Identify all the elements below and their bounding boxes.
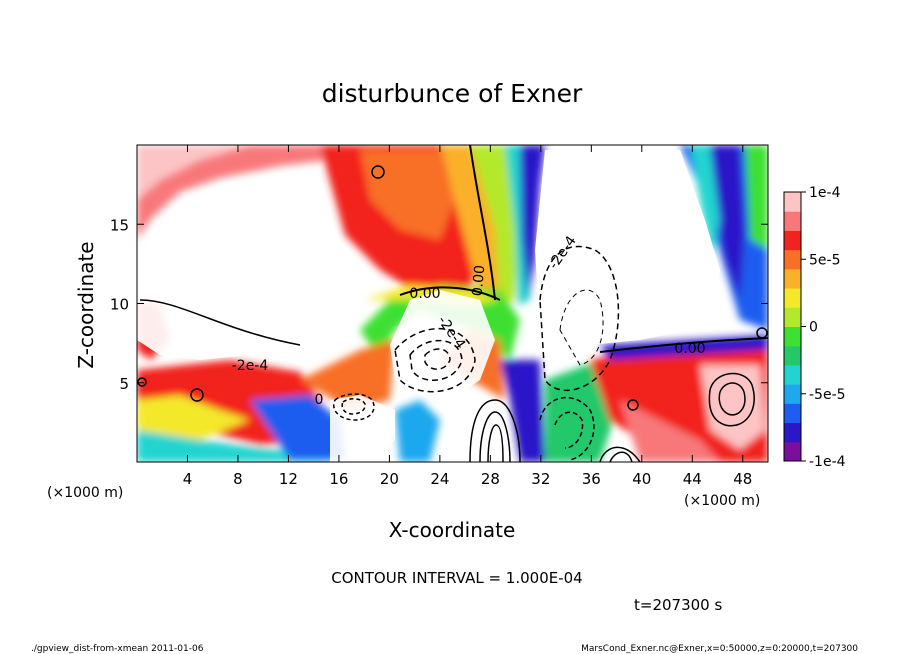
field-neutral-left <box>137 205 360 360</box>
colorbar-tick-label: 5e-5 <box>809 252 840 268</box>
colorbar-swatch <box>784 230 801 251</box>
chart-title: disturbunce of Exner <box>322 79 583 108</box>
colorbar-swatch <box>784 364 801 385</box>
x-unit-label-right: (×1000 m) <box>684 493 760 509</box>
field-neutral-right <box>535 150 720 360</box>
colorbar-tick-label: -5e-5 <box>809 387 846 403</box>
colorbar-swatch <box>784 268 801 289</box>
colorbar-swatch <box>784 288 801 308</box>
y-tick-label: 15 <box>110 216 129 234</box>
colorbar-tick-label: -1e-4 <box>809 454 846 470</box>
x-tick-label: 24 <box>430 470 449 488</box>
colorbar-swatch <box>784 384 801 404</box>
y-tick-label: 10 <box>110 296 129 314</box>
field-neutral-hump <box>390 290 495 400</box>
x-tick-label: 12 <box>279 470 298 488</box>
contour-label: -2e-4 <box>232 358 269 374</box>
colorbar: 1e-4 5e-5 0 -5e-5 -1e-4 <box>783 185 846 470</box>
x-tick-label: 36 <box>582 470 601 488</box>
colorbar-swatch <box>784 307 801 327</box>
x-tick-label: 28 <box>481 470 500 488</box>
footer-left: ./gpview_dist-from-xmean 2011-01-06 <box>31 644 204 654</box>
contour-label: 0.00 <box>674 341 705 357</box>
colorbar-swatch <box>784 192 801 212</box>
contour-label: 0.00 <box>409 286 440 302</box>
contour-interval: CONTOUR INTERVAL = 1.000E-04 <box>331 569 582 587</box>
y-tick-label: 5 <box>119 375 129 393</box>
contour-label: 0 <box>315 392 324 408</box>
colorbar-swatch <box>784 345 801 366</box>
x-tick-label: 40 <box>632 470 651 488</box>
colorbar-swatch <box>784 249 801 270</box>
contour-label: 0.00 <box>470 264 489 296</box>
colorbar-swatch <box>784 326 801 347</box>
colorbar-swatch <box>784 403 801 424</box>
x-tick-label: 48 <box>733 470 752 488</box>
field-colors <box>137 145 768 462</box>
x-unit-label-left: (×1000 m) <box>47 485 123 501</box>
x-tick-label: 20 <box>380 470 399 488</box>
x-tick-label: 16 <box>329 470 348 488</box>
contour-lines <box>137 145 768 462</box>
time-label: t=207300 s <box>634 596 722 614</box>
colorbar-swatch <box>784 441 801 462</box>
x-axis: 4 8 12 16 20 24 28 32 36 40 44 48 <box>183 145 752 488</box>
colorbar-swatch <box>784 422 801 443</box>
y-axis-title: Z-coordinate <box>74 241 98 368</box>
y-axis: 5 10 15 <box>110 216 768 393</box>
x-tick-label: 44 <box>683 470 702 488</box>
plot-area: 0.00 0.00 0.00 -2e-4 -2e-4 -2e-4 0 <box>137 145 768 462</box>
colorbar-tick-label: 0 <box>809 320 818 336</box>
x-tick-label: 4 <box>183 470 193 488</box>
colorbar-tick-label: 1e-4 <box>809 185 841 201</box>
x-tick-label: 8 <box>233 470 243 488</box>
x-axis-title: X-coordinate <box>389 518 516 542</box>
footer-right: MarsCond_Exner.nc@Exner,x=0:50000,z=0:20… <box>581 644 858 654</box>
colorbar-swatch <box>784 211 801 231</box>
x-tick-label: 32 <box>531 470 550 488</box>
